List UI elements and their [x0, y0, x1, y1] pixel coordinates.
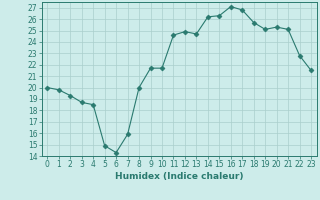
- X-axis label: Humidex (Indice chaleur): Humidex (Indice chaleur): [115, 172, 244, 181]
